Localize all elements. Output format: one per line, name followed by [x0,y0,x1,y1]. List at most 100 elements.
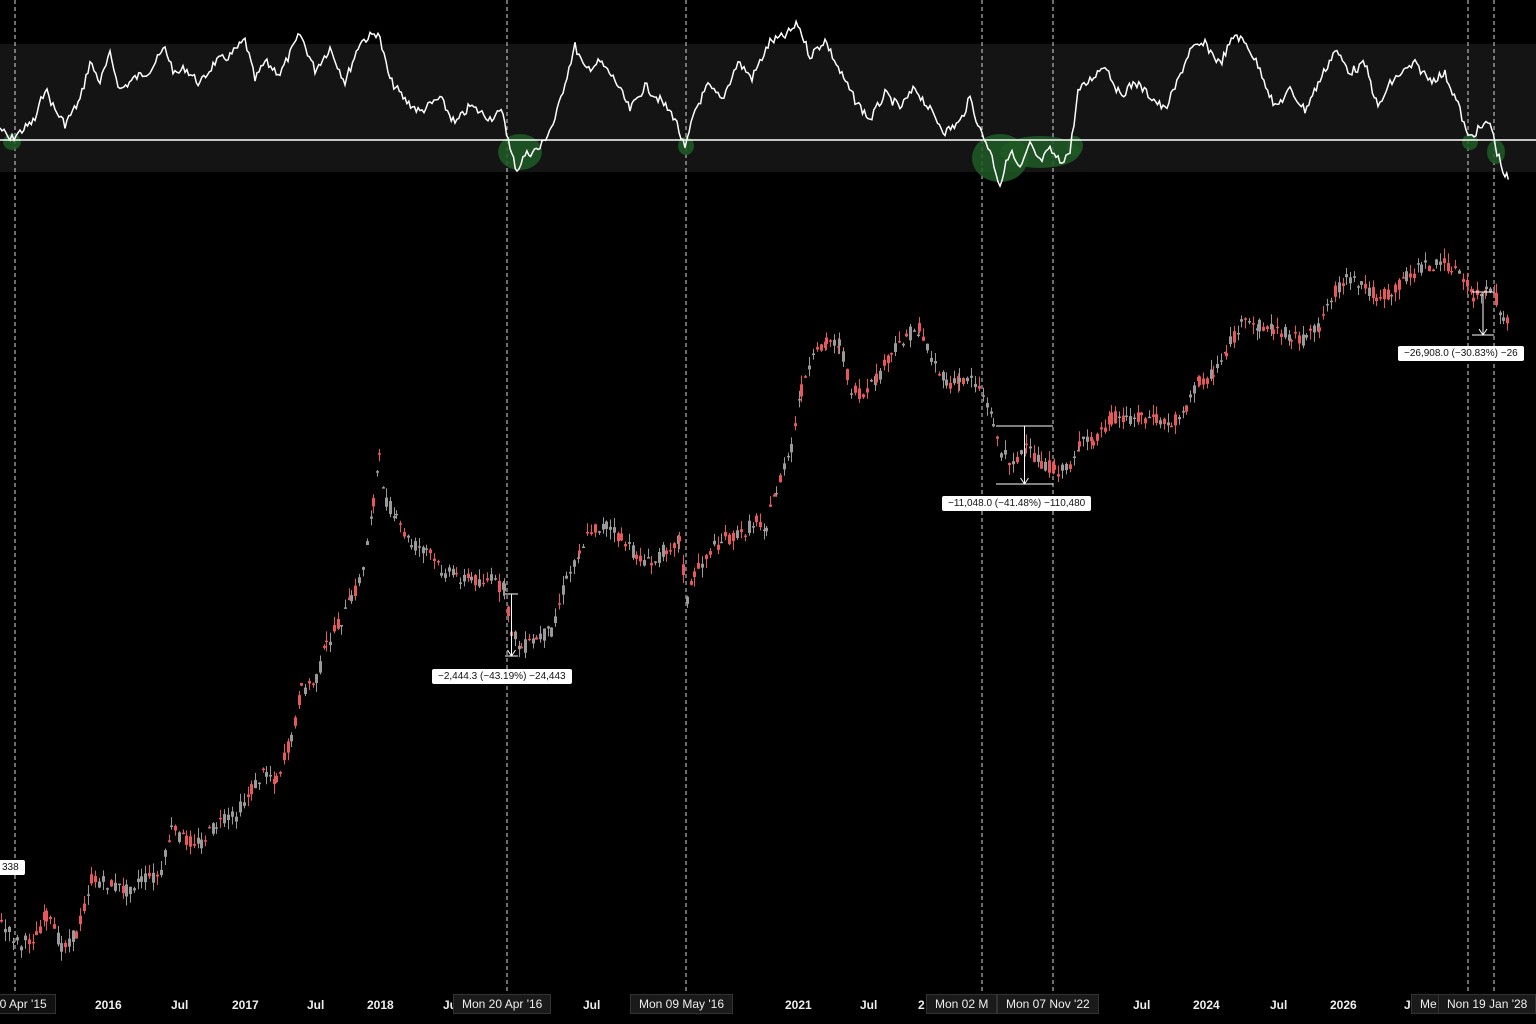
candle-body [463,574,466,582]
candle-body [422,547,425,554]
candle-body [1270,323,1273,330]
candle-body [1424,260,1427,263]
candle-body [744,535,747,538]
candle-body [824,341,827,348]
candle-body [247,794,250,797]
candle-body [1360,281,1363,285]
candle-body [425,548,428,550]
candle-body [620,533,623,541]
candle-body [829,340,832,342]
x-axis-label: Jul [307,998,325,1012]
candle-body [53,924,56,929]
candle-body [1078,441,1081,447]
candle-body [1198,376,1201,386]
candle-body [455,572,458,575]
oversold-zone [1462,134,1478,150]
candle-body [1073,456,1076,459]
candle-body [1506,317,1509,324]
candle-body [1148,416,1151,419]
candle-body [1290,340,1293,342]
candle-body [8,926,11,933]
candle-body [1417,263,1420,265]
candle-body [1387,289,1390,300]
candle-body [362,567,365,570]
candle-body [315,674,318,684]
candle-body [1439,261,1442,265]
candle-body [755,515,758,523]
candle-body [890,353,893,355]
candle-body [1104,427,1107,432]
candle-body [1233,331,1236,343]
candle-body [1040,461,1043,469]
candle-body [1224,351,1227,354]
candle-body [1025,443,1028,446]
candle-body [986,403,989,408]
candle-body [300,683,303,686]
candle-body [452,568,455,576]
candle-body [223,814,226,824]
candle-body [1454,266,1457,268]
candle-body [39,926,42,933]
candle-body [1029,446,1032,449]
candle-body [1326,303,1329,306]
candle-body [1202,378,1205,385]
candle-body [140,876,143,882]
candle-body [775,492,778,495]
candle-body [1288,334,1291,341]
candle-body [812,353,815,356]
price-label-left: 338 [0,860,25,875]
candle-body [399,523,402,525]
candle-body [528,638,531,641]
candle-body [602,523,605,530]
candle-body [459,582,462,584]
candle-body [4,928,7,933]
candle-body [1330,300,1333,303]
candle-body [227,814,230,821]
candle-body [290,734,293,742]
candle-body [558,603,561,605]
candle-body [312,683,315,685]
candle-body [650,563,653,566]
candle-body [262,768,265,771]
candle-body [609,526,612,530]
candle-body [144,873,147,883]
candle-body [1375,297,1378,302]
candle-body [1458,270,1461,274]
candle-body [875,373,878,383]
candle-body [329,641,332,646]
candle-body [617,533,620,542]
candle-body [250,784,253,795]
candle-body [850,393,853,395]
candle-body [1077,449,1080,452]
candle-body [858,388,861,399]
candle-body [1390,295,1393,297]
candle-body [635,554,638,559]
candle-body [1428,265,1431,272]
candle-body [942,372,945,381]
candle-body [654,561,657,563]
candle-body [24,935,27,941]
candle-body [178,832,181,842]
x-axis-label: Mon 20 Apr '16 [453,994,552,1014]
candle-body [1402,277,1405,279]
candle-body [79,915,82,925]
candle-body [433,558,436,561]
candle-body [1065,463,1068,471]
candle-body [208,827,211,829]
candle-body [106,888,109,890]
candle-body [662,544,665,557]
candle-body [265,772,268,777]
candle-body [1364,283,1367,289]
candle-body [354,585,357,597]
candle-body [1447,263,1450,272]
candle-body [1133,417,1136,420]
candle-body [197,837,200,844]
candle-body [783,463,786,470]
candle-body [1225,352,1228,357]
measurement-label-1: −2,444.3 (−43.19%) −24,443 [432,669,572,684]
x-axis-label: Jul [171,998,189,1012]
x-axis-label: 2024 [1193,998,1220,1012]
candle-body [514,631,517,640]
candle-body [503,583,506,592]
